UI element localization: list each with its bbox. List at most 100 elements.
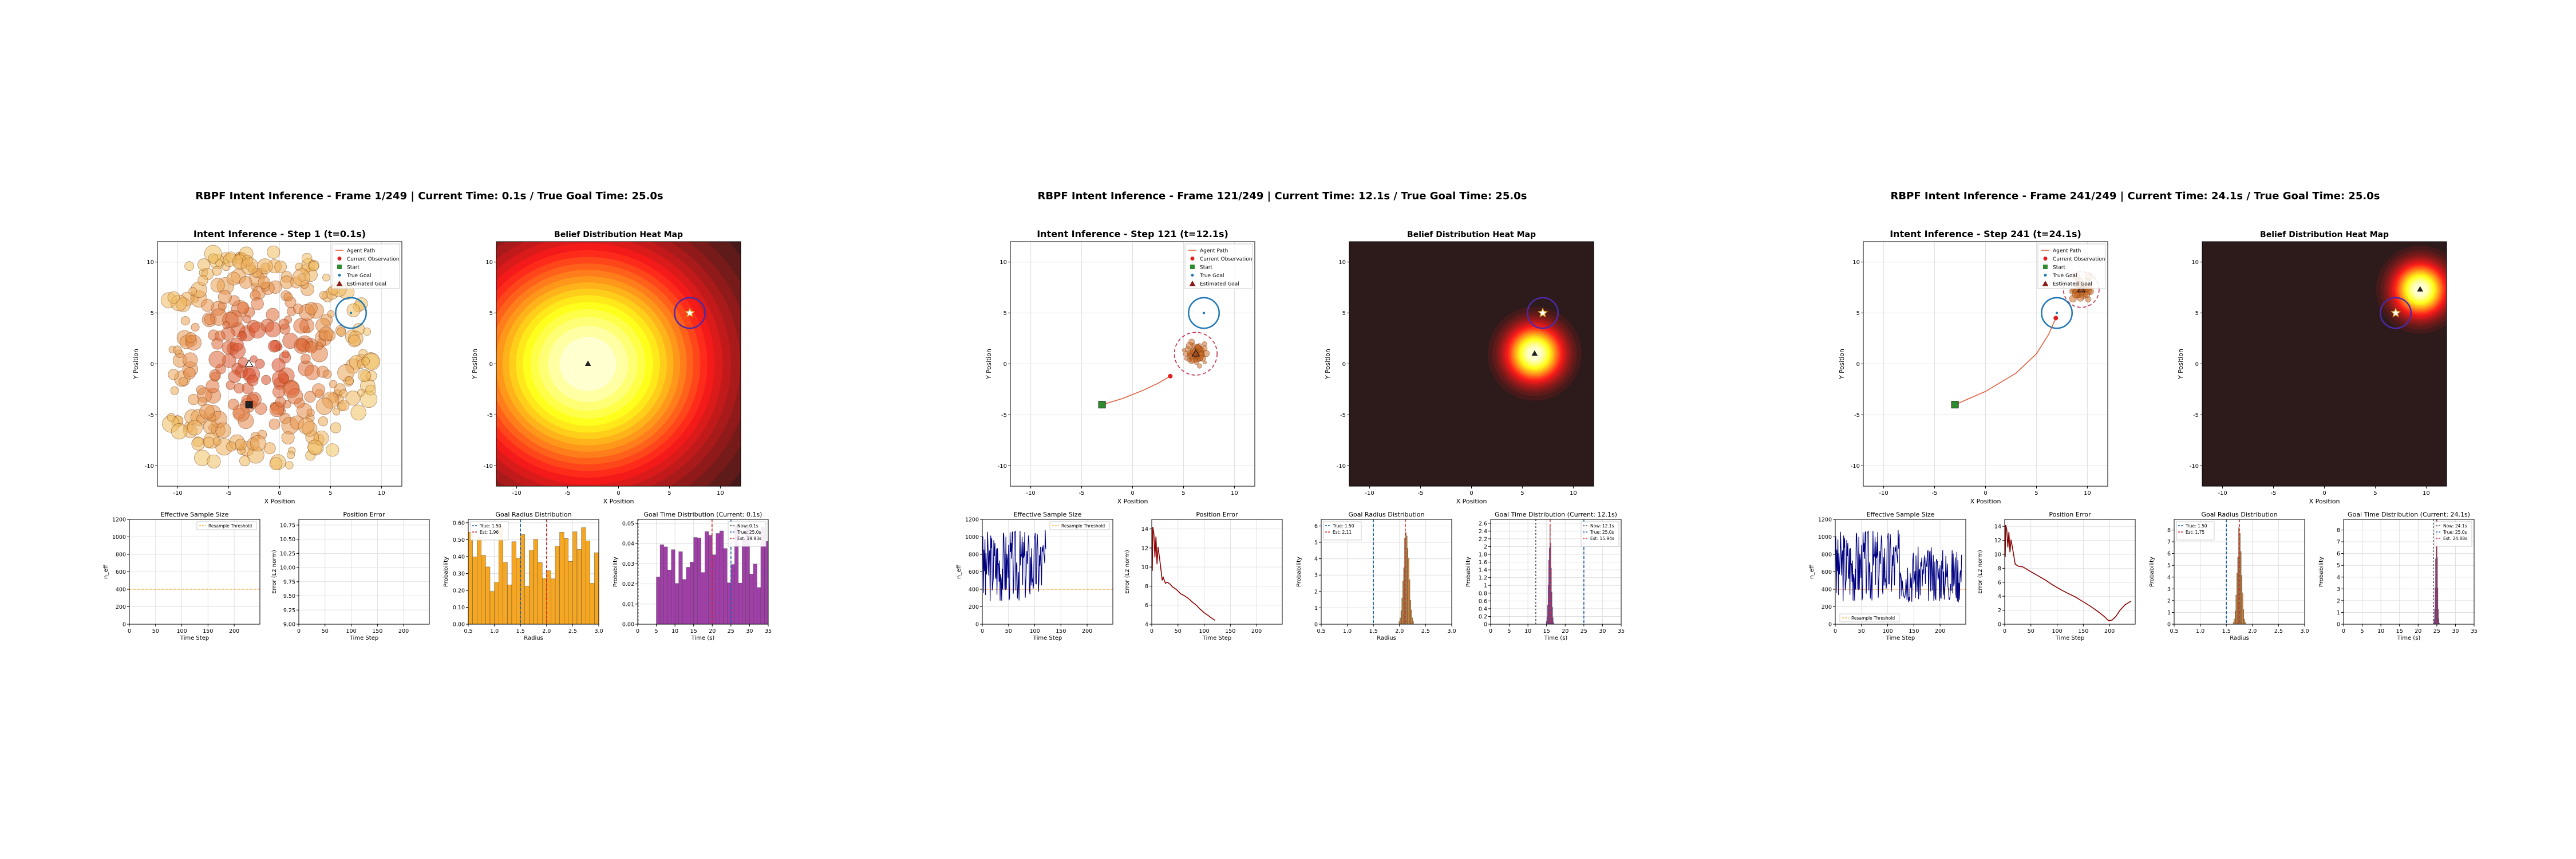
radius-histogram-bar [489, 591, 495, 625]
x-tick-label: 0 [1131, 490, 1134, 497]
y-tick-label: -10 [2190, 463, 2199, 470]
time-histogram-bar [701, 572, 705, 625]
time-histogram: Goal Time Distribution (Current: 24.1s) 0… [2318, 511, 2478, 641]
x-tick-label: 10 [1570, 490, 1577, 497]
true-goal-star [2390, 307, 2401, 318]
y-tick-label: -10 [998, 463, 1007, 470]
particle [281, 350, 290, 358]
particle [187, 420, 203, 436]
x-tick-label: 0.5 [464, 628, 472, 635]
particle [167, 413, 176, 422]
particle [208, 253, 219, 264]
y-tick-label: 5 [2195, 310, 2199, 317]
radius-histogram-bar [2237, 557, 2239, 625]
radius-histogram-bar [2235, 594, 2237, 625]
y-tick-label: 4 [1998, 594, 2001, 600]
radius-histogram-bar [533, 539, 538, 625]
legend-box [1184, 243, 1253, 289]
y-tick-label: 0 [1314, 622, 1318, 628]
x-axis-label: X Position [1970, 498, 2001, 505]
x-tick-label: 0 [636, 628, 639, 635]
particle [204, 314, 215, 325]
x-tick-label: 1.5 [1369, 628, 1378, 635]
ess-title: Effective Sample Size [1014, 511, 1082, 518]
particle [211, 338, 223, 350]
particle [1190, 357, 1196, 362]
time-histogram-legend-label: Now: 0.1s [737, 523, 758, 529]
radius-histogram-bar [1409, 600, 1411, 625]
y-tick-label: 6 [1998, 580, 2001, 586]
x-tick-label: 5 [655, 628, 658, 635]
true-goal-circle [335, 297, 367, 329]
x-axis-label: Time Step [180, 635, 209, 641]
radius-histogram-bar [576, 549, 582, 625]
trajectory-panel: Intent Inference - Step 241 (t=24.1s) -10… [1838, 228, 2108, 505]
radius-histogram-bar [2243, 609, 2245, 625]
particle [255, 358, 265, 369]
particle [269, 457, 283, 471]
x-tick-label: 5 [667, 490, 671, 497]
y-axis-label: Y Position [132, 349, 140, 380]
estimated-goal-marker [244, 359, 254, 367]
x-tick-label: 50 [1175, 628, 1182, 635]
position-error-line [2005, 525, 2132, 621]
particle [350, 404, 366, 421]
y-axis-label: Y Position [985, 349, 993, 380]
radius-histogram-bar [590, 583, 595, 625]
particle [315, 397, 333, 415]
position-error-panel: Position Error 0 50 100 150 200 0 2 4 6 8 10 12 14 Tim… [1977, 511, 2136, 641]
x-tick-label: 100 [1882, 628, 1893, 635]
radius-histogram-bar [542, 578, 547, 625]
x-tick-label: 15 [690, 628, 697, 635]
x-tick-label: 0.5 [2170, 628, 2178, 635]
x-tick-label: -5 [565, 490, 571, 497]
x-tick-label: 15 [2396, 628, 2403, 635]
y-tick-label: 2 [1314, 589, 1318, 595]
x-tick-label: 10 [717, 490, 724, 497]
y-tick-label: 2 [1998, 608, 2001, 614]
x-tick-label: 2.0 [542, 628, 551, 635]
y-tick-label: 7 [2167, 539, 2171, 546]
y-tick-label: 600 [116, 569, 126, 576]
y-tick-label: 0 [489, 361, 493, 368]
legend-swatch [2044, 274, 2047, 277]
y-tick-label: 0.03 [622, 561, 634, 568]
particle [196, 385, 206, 395]
radius-histogram-bar [2243, 618, 2245, 625]
x-tick-label: 5 [1182, 490, 1185, 497]
axes-frame [2343, 519, 2475, 625]
x-tick-label: 25 [1581, 628, 1587, 635]
legend-swatch [2043, 265, 2048, 269]
x-tick-label: 1.0 [1343, 628, 1352, 635]
trajectory-legend: Agent Path Current Observation Start True G… [331, 243, 400, 289]
particle [2083, 291, 2091, 298]
legend-swatch [338, 274, 341, 277]
radius-histogram-bar [594, 552, 599, 625]
x-axis-label: Time (s) [2397, 635, 2421, 641]
current-observation [2053, 316, 2059, 321]
radius-histogram-legend-label: True: 1.50 [2185, 523, 2207, 529]
particle [318, 416, 329, 427]
radius-histogram-bar [1412, 621, 1414, 625]
time-histogram-title: Goal Time Distribution (Current: 0.1s) [644, 511, 762, 518]
trajectory-title: Intent Inference - Step 121 (t=12.1s) [1037, 228, 1228, 239]
radius-histogram-bar [516, 558, 521, 625]
ess-legend-box [196, 521, 257, 530]
x-tick-label: 100 [2052, 628, 2062, 635]
time-histogram: Goal Time Distribution (Current: 0.1s) 0 5… [613, 511, 772, 641]
x-tick-label: 20 [1562, 628, 1568, 635]
heatmap-estimated-goal [584, 360, 591, 366]
y-tick-label: 0.04 [622, 541, 634, 547]
particle [228, 370, 242, 383]
x-tick-label: 150 [1225, 628, 1235, 635]
y-tick-label: -10 [1851, 463, 1860, 470]
ess-panel: Effective Sample Size 0 50 100 150 200 0 200 400… [103, 511, 260, 641]
trajectory-legend: Agent Path Current Observation Start True G… [2037, 243, 2106, 289]
time-histogram-bar [738, 582, 742, 625]
time-histogram-bar [764, 541, 769, 625]
ess-legend-label: Resample Threshold [1851, 616, 1895, 621]
radius-histogram-bar [507, 584, 512, 625]
radius-histogram-title: Goal Radius Distribution [2201, 511, 2277, 518]
y-tick-label: 0.50 [453, 537, 465, 543]
